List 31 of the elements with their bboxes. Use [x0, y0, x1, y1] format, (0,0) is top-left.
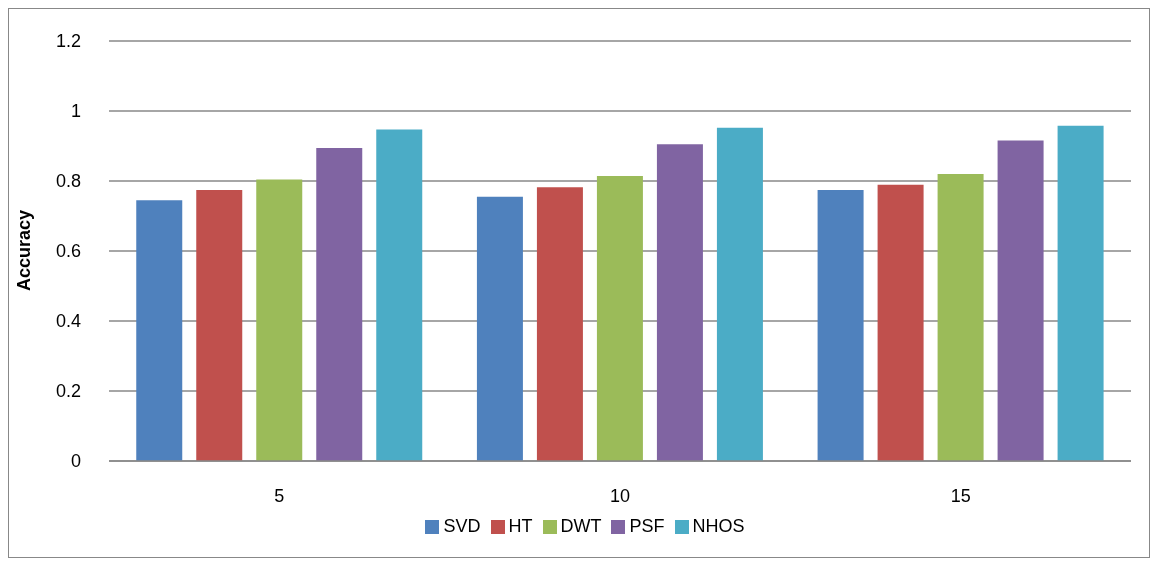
- bar: [817, 190, 864, 461]
- y-tick-label: 0.2: [55, 381, 81, 402]
- legend-label: SVD: [443, 516, 481, 536]
- y-axis-title: Accuracy: [14, 209, 35, 291]
- x-tick-label: 15: [950, 485, 971, 506]
- bar: [536, 187, 583, 461]
- bar: [196, 190, 243, 461]
- bar: [997, 140, 1044, 461]
- legend-label: DWT: [560, 516, 602, 536]
- legend-label: HT: [508, 516, 533, 536]
- y-tick-label: 0.8: [55, 171, 81, 192]
- bar: [937, 174, 984, 461]
- bar: [376, 129, 423, 461]
- y-tick-label: 1: [70, 101, 81, 122]
- y-tick-label: 1.2: [55, 31, 81, 52]
- bar: [656, 144, 703, 461]
- x-tick-label: 5: [274, 485, 285, 506]
- y-tick-label: 0.4: [55, 311, 81, 332]
- bar: [256, 179, 303, 461]
- x-tick-label: 10: [609, 485, 631, 506]
- bar: [596, 176, 643, 461]
- legend-label: PSF: [629, 516, 665, 536]
- bar: [316, 148, 363, 461]
- bar: [1057, 125, 1104, 461]
- legend-label: NHOS: [692, 516, 745, 536]
- bar: [716, 127, 763, 461]
- bar: [476, 196, 523, 461]
- y-tick-label: 0.6: [55, 241, 81, 262]
- bar: [136, 200, 183, 461]
- y-tick-label: 0: [70, 451, 81, 472]
- bar: [877, 184, 924, 461]
